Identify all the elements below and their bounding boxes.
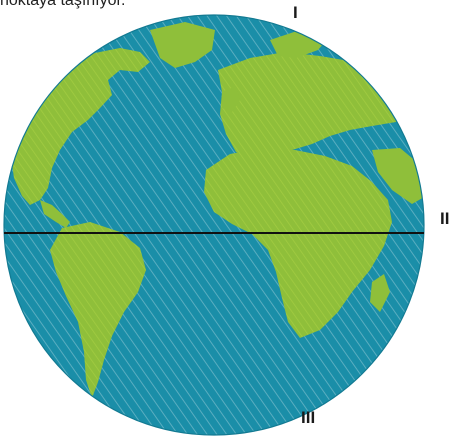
central-america-landmass xyxy=(40,200,70,228)
greenland-landmass xyxy=(150,22,215,68)
madagascar-landmass xyxy=(370,274,390,312)
question-text-fragment: noktaya taşınıyor. xyxy=(0,0,126,9)
arabian-peninsula-landmass xyxy=(372,148,424,204)
marker-north: I xyxy=(293,3,298,22)
marker-east: II xyxy=(440,209,450,228)
marker-south: III xyxy=(301,408,316,427)
british-isles-landmass xyxy=(222,86,240,112)
